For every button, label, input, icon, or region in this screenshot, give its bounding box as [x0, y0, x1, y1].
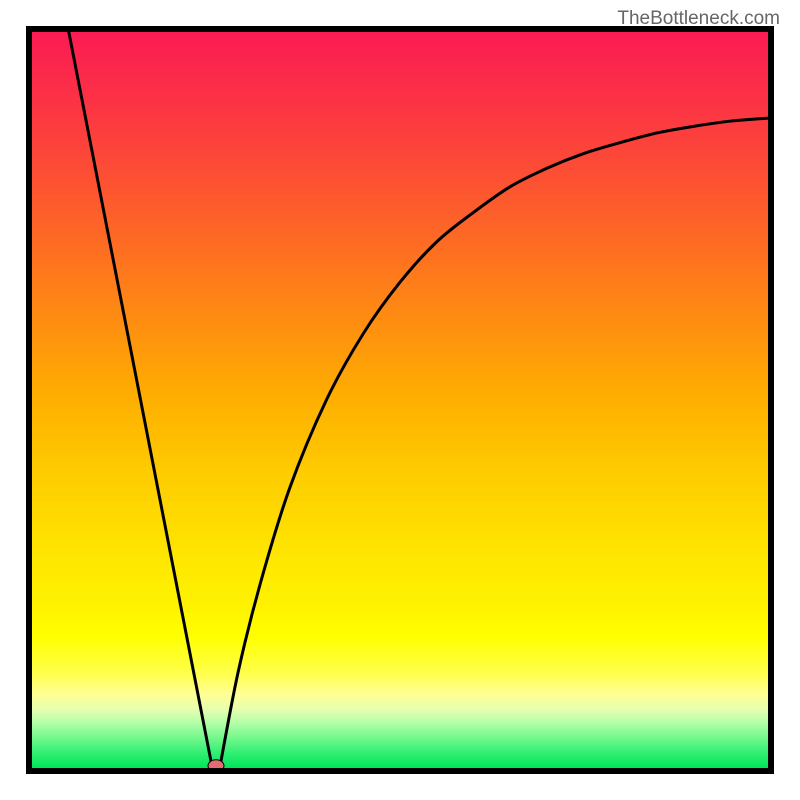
- plot-frame: [26, 26, 774, 774]
- plot-area: [32, 32, 768, 768]
- bottleneck-curve: [32, 32, 768, 768]
- watermark-text: TheBottleneck.com: [617, 8, 780, 30]
- chart-container: TheBottleneck.com: [0, 0, 800, 800]
